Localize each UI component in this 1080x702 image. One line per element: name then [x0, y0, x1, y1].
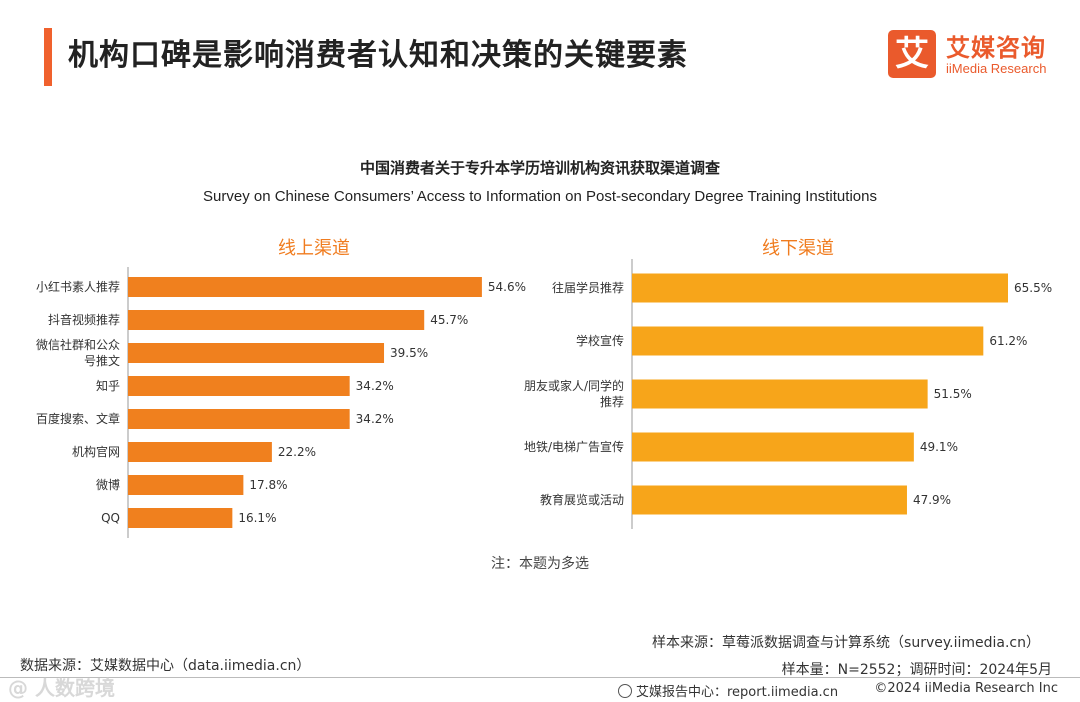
- online-value-label: 39.5%: [390, 346, 428, 360]
- online-value-label: 22.2%: [278, 445, 316, 459]
- online-bar: [128, 277, 482, 297]
- offline-value-label: 49.1%: [920, 440, 958, 454]
- footer-divider: [0, 677, 1080, 678]
- offline-category-label: 教育展览或活动: [540, 492, 624, 507]
- offline-bar: [632, 326, 984, 356]
- online-category-label: 微博: [96, 477, 120, 492]
- iimedia-logo: 艾 艾媒咨询 iiMedia Research: [888, 28, 1060, 80]
- online-value-label: 34.2%: [356, 412, 394, 426]
- online-bar: [128, 376, 350, 396]
- offline-bar: [632, 432, 914, 462]
- online-bar: [128, 310, 425, 330]
- offline-value-label: 51.5%: [934, 387, 972, 401]
- online-value-label: 45.7%: [430, 313, 468, 327]
- offline-bar: [632, 485, 907, 515]
- online-value-label: 54.6%: [488, 280, 526, 294]
- offline-value-label: 47.9%: [913, 493, 951, 507]
- page-title: 机构口碑是影响消费者认知和决策的关键要素: [68, 38, 688, 73]
- online-category-label: 百度搜索、文章: [36, 411, 120, 426]
- offline-category-label: 学校宣传: [576, 333, 624, 348]
- online-value-label: 16.1%: [238, 511, 276, 525]
- footer-copyright: ©2024 iiMedia Research Inc: [874, 681, 1058, 696]
- multi-select-note: 注：本题为多选: [491, 556, 589, 572]
- chart-title: 中国消费者关于专升本学历培训机构资讯获取渠道调查: [359, 159, 720, 177]
- online-value-label: 34.2%: [356, 379, 394, 393]
- offline-panel-heading: 线下渠道: [762, 238, 834, 259]
- online-category-label: 微信社群和公众: [36, 337, 120, 352]
- online-bar: [128, 409, 350, 429]
- online-category-label: 机构官网: [72, 444, 120, 459]
- globe-icon: [618, 684, 632, 698]
- offline-value-label: 65.5%: [1014, 281, 1052, 295]
- offline-category-label: 朋友或家人/同学的: [524, 378, 624, 393]
- online-category-label: 抖音视频推荐: [48, 312, 120, 327]
- online-category-label: 小红书素人推荐: [36, 279, 120, 294]
- online-bar: [128, 442, 272, 462]
- offline-bar: [632, 273, 1008, 303]
- sample-source: 样本来源：草莓派数据调查与计算系统（survey.iimedia.cn）: [652, 635, 1040, 651]
- online-bar: [128, 508, 233, 528]
- footer-report-text: 艾媒报告中心：report.iimedia.cn: [636, 685, 839, 700]
- chart-subtitle: Survey on Chinese Consumers’ Access to I…: [203, 188, 877, 205]
- offline-value-label: 61.2%: [989, 334, 1027, 348]
- logo-en-text: iiMedia Research: [946, 61, 1047, 76]
- logo-mark-icon: 艾: [888, 30, 936, 78]
- footer-report: 艾媒报告中心：report.iimedia.cn: [618, 681, 838, 700]
- title-accent-bar: [44, 28, 52, 86]
- online-category-label: QQ: [101, 511, 120, 525]
- sample-meta: 样本量：N=2552；调研时间：2024年5月: [781, 662, 1052, 678]
- online-value-label: 17.8%: [249, 478, 287, 492]
- watermark: @ 人数跨境: [8, 676, 115, 700]
- logo-cn-text: 艾媒咨询: [946, 34, 1046, 62]
- offline-bar: [632, 379, 928, 409]
- offline-category-label: 往届学员推荐: [552, 280, 624, 295]
- online-panel-heading: 线上渠道: [278, 238, 350, 259]
- online-bar: [128, 475, 244, 495]
- data-source: 数据来源：艾媒数据中心（data.iimedia.cn）: [20, 658, 311, 674]
- online-category-label: 号推文: [84, 353, 120, 368]
- offline-category-label: 地铁/电梯广告宣传: [524, 439, 624, 454]
- online-bar: [128, 343, 385, 363]
- offline-category-label: 推荐: [600, 395, 624, 409]
- online-category-label: 知乎: [96, 379, 120, 393]
